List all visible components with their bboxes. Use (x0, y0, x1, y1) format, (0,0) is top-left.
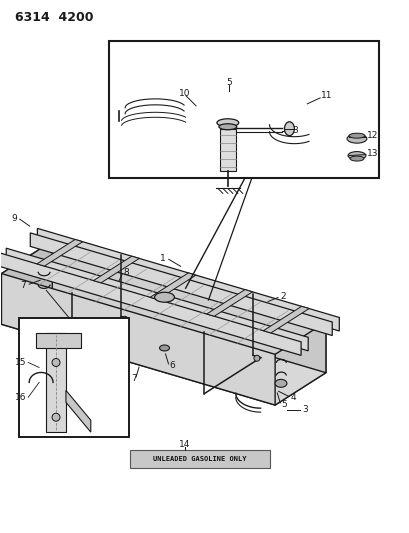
Text: 3: 3 (301, 406, 307, 414)
Text: 5: 5 (225, 78, 231, 87)
Polygon shape (150, 273, 196, 300)
Ellipse shape (274, 379, 286, 387)
Text: 4: 4 (290, 393, 295, 402)
Text: 11: 11 (320, 91, 332, 100)
Bar (219, 129, 235, 172)
Ellipse shape (159, 345, 169, 351)
Text: 6: 6 (169, 361, 175, 370)
Polygon shape (52, 241, 325, 373)
Text: 14: 14 (179, 440, 190, 449)
Text: 1: 1 (160, 254, 165, 263)
Text: 10: 10 (179, 90, 191, 99)
Text: 13: 13 (366, 149, 378, 158)
Circle shape (52, 413, 60, 421)
Ellipse shape (284, 122, 294, 136)
Text: 16: 16 (15, 393, 26, 402)
Polygon shape (0, 253, 300, 356)
Ellipse shape (218, 124, 236, 130)
Text: 2: 2 (279, 292, 285, 301)
Text: 7: 7 (20, 281, 26, 290)
Text: 12: 12 (366, 131, 378, 140)
Bar (108, 41, 378, 179)
Text: 7: 7 (131, 375, 137, 383)
Circle shape (121, 316, 128, 322)
Text: 15: 15 (15, 358, 26, 367)
Polygon shape (274, 322, 325, 405)
FancyBboxPatch shape (130, 449, 270, 469)
Bar (19, 318, 128, 437)
Ellipse shape (216, 119, 238, 127)
Circle shape (52, 359, 60, 367)
Polygon shape (2, 241, 325, 354)
Text: 9: 9 (11, 214, 17, 223)
Polygon shape (2, 273, 274, 405)
Polygon shape (30, 233, 331, 336)
Polygon shape (46, 333, 66, 432)
Ellipse shape (154, 292, 174, 302)
Circle shape (253, 356, 259, 361)
Polygon shape (36, 333, 81, 348)
Ellipse shape (348, 133, 364, 138)
Ellipse shape (349, 156, 363, 161)
Polygon shape (206, 289, 252, 316)
Ellipse shape (346, 134, 366, 143)
Polygon shape (263, 306, 308, 333)
Polygon shape (6, 248, 308, 351)
Ellipse shape (347, 151, 365, 159)
Polygon shape (2, 241, 52, 324)
Text: 8: 8 (123, 268, 128, 277)
Polygon shape (93, 256, 139, 283)
Polygon shape (37, 239, 83, 266)
Polygon shape (66, 390, 90, 432)
Text: 6314  4200: 6314 4200 (15, 11, 94, 24)
Polygon shape (2, 292, 325, 405)
Text: 5: 5 (281, 400, 286, 409)
Text: 3: 3 (292, 126, 297, 135)
Polygon shape (37, 228, 339, 331)
Text: UNLEADED GASOLINE ONLY: UNLEADED GASOLINE ONLY (153, 456, 246, 462)
